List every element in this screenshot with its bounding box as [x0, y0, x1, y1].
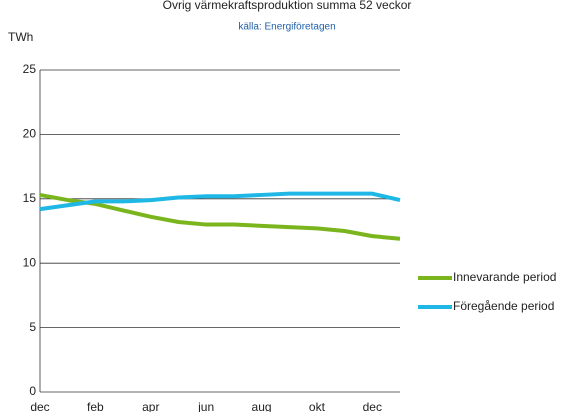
- legend-label: Föregående period: [453, 299, 554, 313]
- x-tick-label: dec: [30, 400, 49, 412]
- chart-subtitle: källa: Energiföretagen: [238, 22, 335, 33]
- y-tick-label: 15: [23, 191, 37, 205]
- y-tick-label: 10: [23, 255, 37, 269]
- x-tick-label: okt: [309, 400, 326, 412]
- chart-title: Övrig värmekraftsproduktion summa 52 vec…: [163, 0, 412, 12]
- x-tick-label: feb: [87, 400, 104, 412]
- y-tick-label: 20: [23, 127, 37, 141]
- x-tick-label: apr: [142, 400, 159, 412]
- y-tick-label: 5: [29, 320, 36, 334]
- y-tick-label: 25: [23, 62, 37, 76]
- y-tick-label: 0: [29, 384, 36, 398]
- series-line: [39, 192, 401, 241]
- x-tick-label: dec: [363, 400, 382, 412]
- x-tick-label: aug: [252, 400, 272, 412]
- legend-label: Innevarande period: [453, 270, 556, 284]
- series-line: [39, 191, 401, 212]
- x-tick-label: jun: [197, 400, 214, 412]
- y-axis-label: TWh: [8, 30, 33, 44]
